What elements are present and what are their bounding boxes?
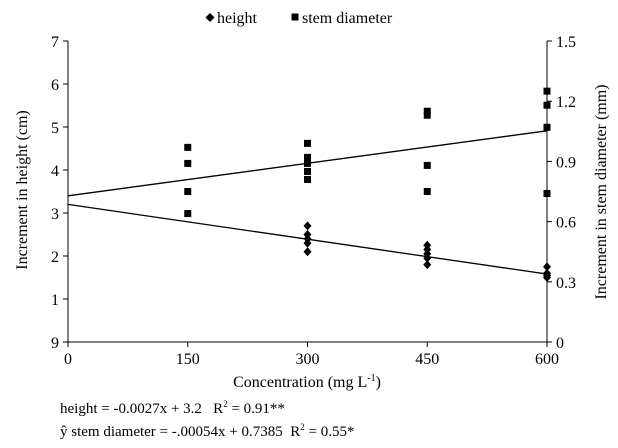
- stem-diameter-point-6: [304, 159, 311, 167]
- height-point-10: [543, 262, 551, 272]
- equation-height-r2: R: [213, 401, 224, 417]
- x-tick-label-1: 150: [176, 351, 200, 368]
- x-tick-label-4: 600: [535, 351, 559, 368]
- height-point-9: [423, 260, 432, 270]
- stem-diameter-point-1: [184, 159, 192, 167]
- legend: height stem diameter: [205, 10, 393, 27]
- legend-stem-diameter-marker: [291, 13, 299, 21]
- legend-height-marker: [205, 13, 215, 22]
- equation-height: height = -0.0027x + 3.2 R2 = 0.91**: [60, 399, 285, 418]
- y-left-tick-label-1: 1: [51, 292, 59, 309]
- axes: [67, 41, 548, 343]
- legend-stem-diameter-label: stem diameter: [302, 10, 393, 27]
- height-point-0: [303, 221, 312, 231]
- y-left-tick-label-4: 4: [51, 163, 59, 180]
- height-point-13: [543, 273, 551, 282]
- stem-diameter-point-0: [184, 143, 192, 151]
- x-axis-label-main: Concentration (mg L: [233, 374, 367, 391]
- height-point-8: [423, 253, 432, 263]
- y-left-tick-label-6: 6: [51, 77, 59, 94]
- stem-diameter-point-13: [543, 87, 551, 95]
- stem-diameter-point-15: [543, 123, 551, 131]
- height-point-4: [303, 247, 312, 257]
- x-axis-label-superscript: -1: [367, 373, 375, 384]
- height-point-3: [303, 238, 312, 248]
- x-tick-label-2: 300: [296, 351, 320, 368]
- stem-diameter-point-11: [423, 161, 431, 169]
- y-right-tick-label-5: 1.5: [556, 34, 576, 51]
- y-left-axis-label: Increment in height (cm): [14, 110, 31, 270]
- y-left-tick-label-7: 7: [51, 34, 59, 51]
- stem-diameter-point-14: [543, 101, 551, 109]
- equation-height-text: height = -0.0027x + 3.2: [60, 401, 202, 417]
- y-right-tick-label-2: 0.6: [556, 215, 576, 232]
- stem-diameter-point-3: [184, 210, 192, 218]
- stem-diameter-point-9: [423, 107, 431, 115]
- stem-diameter-point-5: [304, 153, 311, 161]
- x-axis-label-end: ): [376, 374, 381, 391]
- stem-diameter-point-4: [304, 139, 311, 147]
- x-tick-label-3: 450: [415, 351, 439, 368]
- y-left-tick-label-0: 9: [51, 335, 59, 352]
- equation-stem-r2-sup: 2: [300, 422, 305, 432]
- stem-diameter-point-10: [423, 111, 431, 119]
- x-axis-label: Concentration (mg L-1): [233, 373, 381, 391]
- equation-stem-r2-value: = 0.55*: [304, 424, 355, 440]
- y-left-tick-label-3: 3: [51, 206, 59, 223]
- ticks: 0 150 300 450 600 9 1 2 3 4 5 6 7 0 0.3 0.6 0.9 1.2 1.5: [51, 34, 576, 368]
- equation-height-r2-value: = 0.91**: [227, 401, 285, 417]
- data-points: [184, 87, 551, 282]
- y-right-tick-label-1: 0.3: [556, 275, 576, 292]
- equation-stem-r2: R: [290, 424, 301, 440]
- stem-diameter-point-7: [304, 167, 311, 175]
- y-left-tick-label-5: 5: [51, 120, 59, 137]
- equation-height-r2-sup: 2: [223, 399, 228, 409]
- y-left-tick-label-2: 2: [51, 249, 59, 266]
- x-tick-label-0: 0: [64, 351, 72, 368]
- legend-height-label: height: [217, 10, 258, 27]
- equation-stem-text: ŷ stem diameter = -.00054x + 0.7385: [60, 424, 283, 440]
- equation-stem-diameter: ŷ stem diameter = -.00054x + 0.7385 R2 =…: [60, 422, 354, 441]
- stem-diameter-point-8: [304, 175, 311, 183]
- y-right-tick-label-4: 1.2: [556, 94, 576, 111]
- y-right-axis-label: Increment in stem diameter (mm): [593, 84, 610, 299]
- stem-diameter-point-16: [543, 190, 551, 198]
- y-right-tick-label-3: 0.9: [556, 154, 576, 171]
- stem-diameter-point-2: [184, 188, 192, 195]
- y-right-tick-label-0: 0: [556, 335, 564, 352]
- stem-diameter-point-12: [423, 188, 431, 195]
